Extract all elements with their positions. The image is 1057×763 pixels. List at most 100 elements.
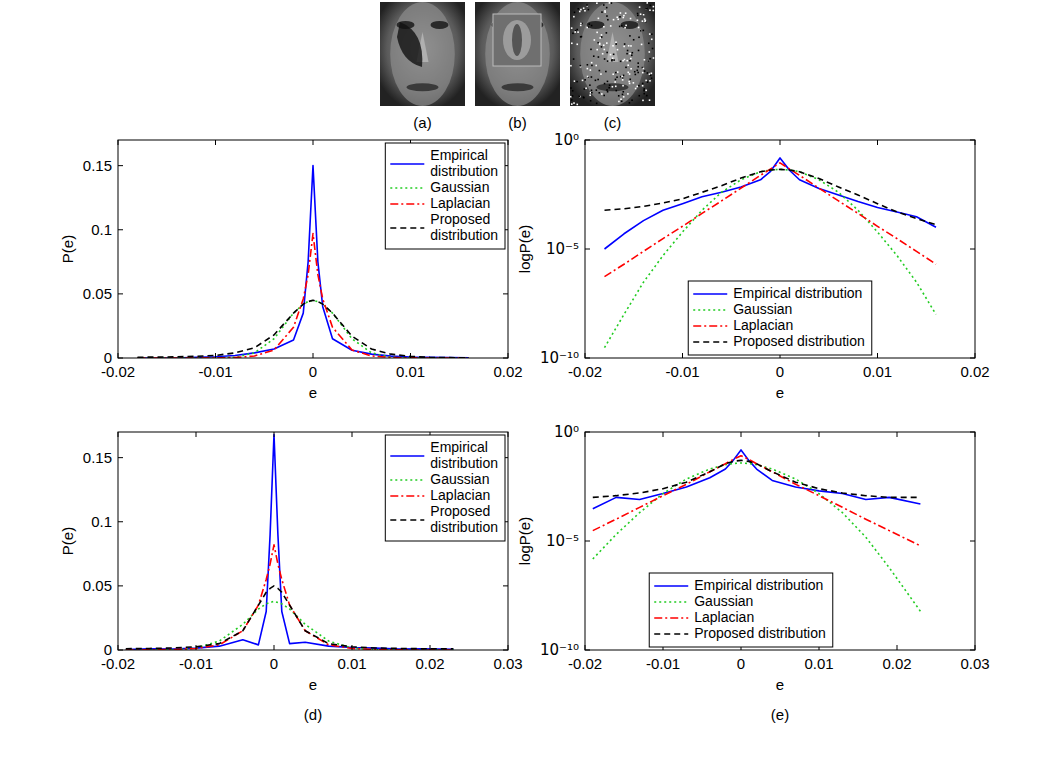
noise-pixel: [613, 19, 615, 21]
legend-label-line: Empirical distribution: [694, 577, 823, 593]
legend-box: [649, 573, 833, 647]
noise-pixel: [623, 15, 625, 17]
noise-pixel: [640, 30, 642, 32]
legend-swatch: [390, 455, 424, 457]
noise-pixel: [591, 92, 593, 94]
series-line: [605, 158, 937, 249]
noise-pixel: [642, 100, 644, 102]
noise-pixel: [629, 79, 631, 81]
noise-pixel: [638, 95, 640, 97]
noise-pixel: [606, 52, 608, 54]
noise-pixel: [601, 46, 603, 48]
noise-pixel: [594, 39, 596, 41]
noise-pixel: [587, 76, 589, 78]
noise-pixel: [625, 12, 627, 14]
noise-pixel: [643, 93, 645, 95]
legend-label-line: distribution: [430, 163, 498, 179]
noise-pixel: [651, 33, 653, 35]
y-tick: [118, 585, 123, 586]
noise-pixel: [624, 27, 626, 29]
x-tick: [430, 645, 431, 650]
noise-pixel: [633, 39, 635, 41]
face-background: [475, 2, 560, 106]
y-tick-label: 10⁻¹⁰: [540, 641, 579, 659]
noise-pixel: [623, 46, 625, 48]
noise-pixel: [612, 73, 614, 75]
noise-pixel: [606, 89, 608, 91]
y-tick-label: 0.1: [91, 221, 112, 238]
x-tick: [118, 140, 119, 145]
noise-pixel: [628, 81, 630, 83]
face-mouth: [502, 83, 534, 91]
y-tick-label: 0.05: [83, 285, 112, 302]
legend-label: Laplacian: [733, 317, 793, 333]
x-tick: [508, 432, 509, 437]
noise-pixel: [629, 83, 631, 85]
x-tick-label: 0.03: [960, 655, 989, 672]
x-tick: [877, 140, 878, 145]
noise-pixel: [647, 72, 649, 74]
y-tick-label: 10⁻⁵: [546, 532, 579, 550]
face-shadow: [397, 22, 422, 67]
noise-pixel: [631, 54, 633, 56]
legend-label-line: Proposed distribution: [733, 333, 865, 349]
y-tick: [118, 293, 123, 294]
noise-pixel: [648, 60, 650, 62]
noise-pixel: [647, 81, 649, 83]
noise-pixel: [607, 60, 609, 62]
x-tick-label: 0.02: [415, 655, 444, 672]
noise-pixel: [607, 19, 609, 21]
legend-label-line: Empirical: [430, 147, 488, 163]
x-tick: [215, 140, 216, 145]
y-tick: [970, 249, 975, 250]
face-skin: [580, 2, 645, 106]
noise-pixel: [615, 79, 617, 81]
legend-label: Laplacian: [430, 195, 490, 211]
noise-pixel: [591, 65, 593, 67]
noise-pixel: [579, 11, 581, 13]
noise-pixel: [651, 73, 653, 75]
noise-pixel: [631, 99, 633, 101]
noise-pixel: [601, 11, 603, 13]
noise-pixel: [571, 99, 573, 101]
noise-pixel: [621, 25, 623, 27]
y-tick: [503, 293, 508, 294]
noise-pixel: [649, 9, 651, 11]
image-label: (b): [508, 114, 526, 131]
legend-label: Empirical distribution: [733, 285, 862, 301]
noise-pixel: [625, 25, 627, 27]
noise-pixel: [629, 102, 631, 104]
noise-pixel: [648, 60, 650, 62]
y-tick-label: 10⁰: [554, 131, 579, 149]
occlusion-detail: [503, 20, 531, 60]
series-line: [605, 163, 937, 277]
noise-pixel: [615, 86, 617, 88]
face-eye: [621, 21, 639, 29]
noise-pixel: [604, 58, 606, 60]
legend-label: Empirical distribution: [694, 577, 823, 593]
legend-label: Gaussian: [430, 179, 489, 195]
y-axis-title: P(e): [59, 527, 76, 555]
y-tick: [970, 358, 975, 359]
noise-pixel: [610, 54, 612, 56]
noise-pixel: [603, 26, 605, 28]
noise-pixel: [646, 2, 648, 4]
noise-pixel: [619, 16, 621, 18]
noise-pixel: [643, 88, 645, 90]
y-tick: [970, 541, 975, 542]
noise-pixel: [629, 53, 631, 55]
x-tick: [352, 432, 353, 437]
noise-pixel: [576, 104, 578, 106]
noise-pixel: [587, 64, 589, 66]
plot-frame: [118, 432, 508, 650]
x-tick-label: -0.01: [665, 363, 699, 380]
x-tick: [118, 432, 119, 437]
x-tick-label: 0.01: [396, 363, 425, 380]
noise-pixel: [617, 49, 619, 51]
noise-pixel: [580, 23, 582, 25]
noise-pixel: [576, 43, 578, 45]
x-tick: [897, 645, 898, 650]
legend-swatch: [390, 495, 424, 497]
noise-pixel: [603, 49, 605, 51]
noise-pixel: [649, 99, 651, 101]
